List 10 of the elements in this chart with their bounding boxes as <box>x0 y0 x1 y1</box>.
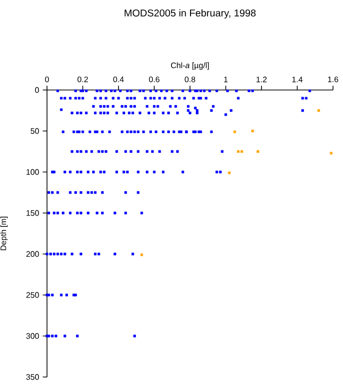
point <box>330 152 333 154</box>
point <box>256 150 260 153</box>
point <box>228 172 231 174</box>
point <box>240 150 244 153</box>
point <box>317 109 320 112</box>
point <box>251 130 254 132</box>
chart-title: MODS2005 in February, 1998 <box>124 9 256 18</box>
point <box>140 254 144 256</box>
point <box>233 130 236 134</box>
point <box>236 150 240 153</box>
